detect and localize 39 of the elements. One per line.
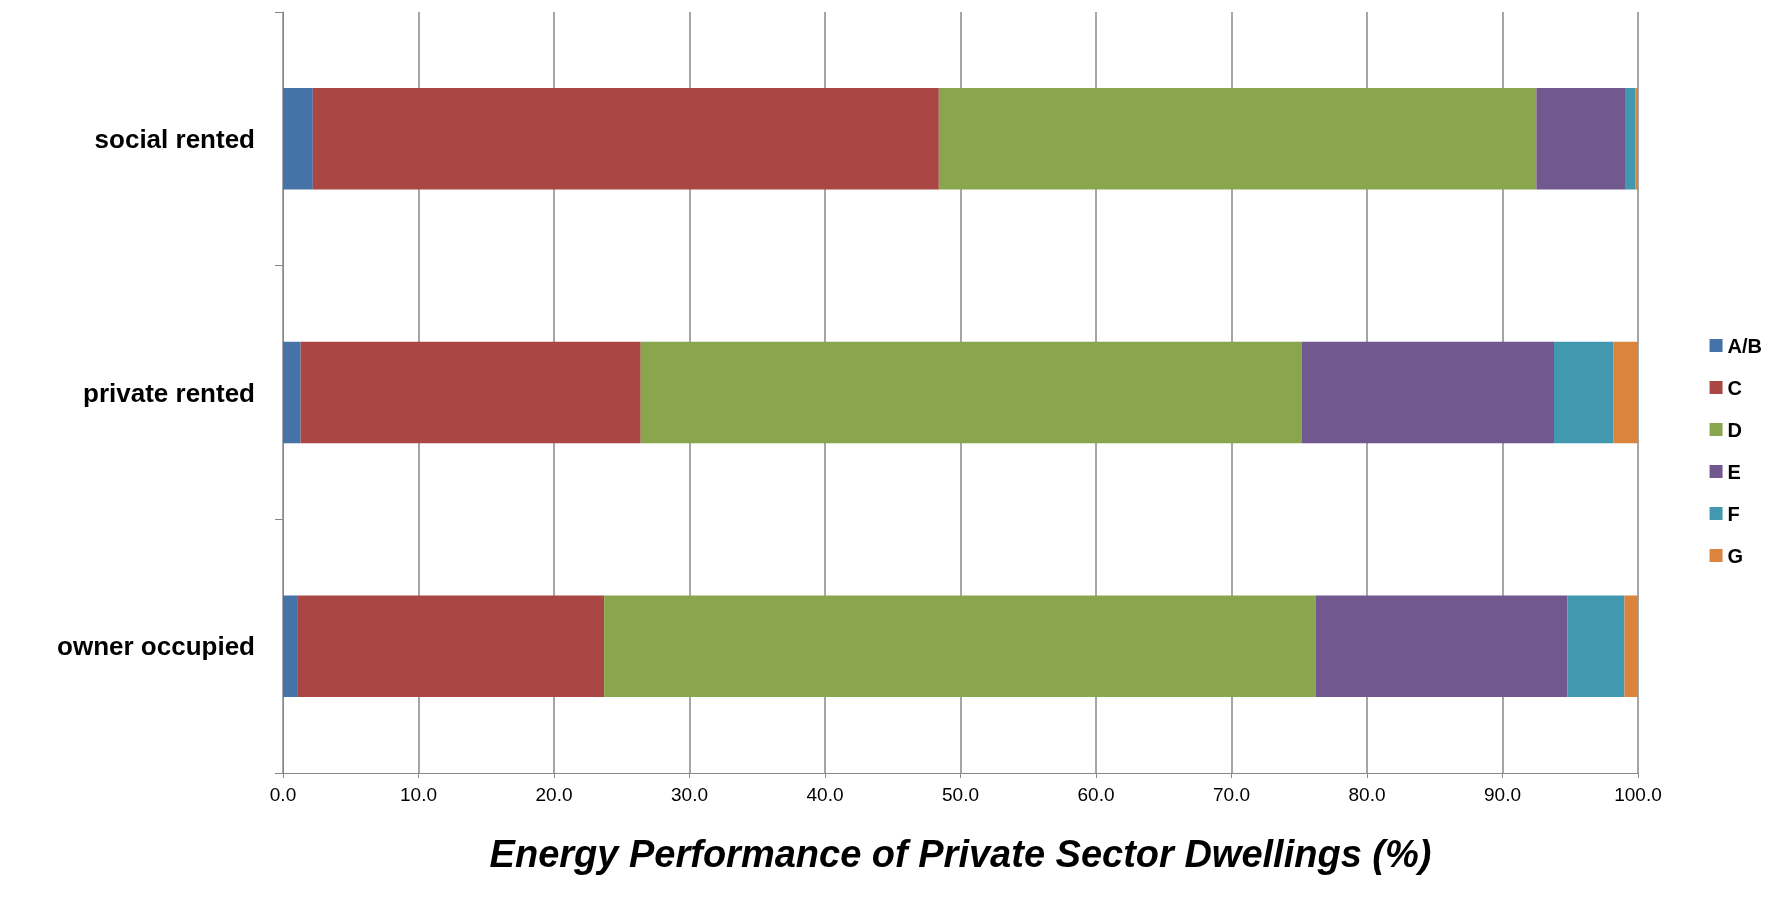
x-axis-title: Energy Performance of Private Sector Dwellings (%)	[489, 833, 1432, 875]
x-tick-label: 60.0	[1077, 784, 1115, 805]
bar	[1635, 88, 1638, 190]
bar	[300, 341, 641, 444]
bar	[938, 88, 1537, 190]
legend-label: E	[1727, 460, 1741, 483]
x-tick-label: 0.0	[269, 784, 297, 805]
bar	[604, 595, 1316, 697]
x-tick-label: 50.0	[942, 784, 979, 805]
legend-label: F	[1727, 502, 1740, 525]
bar	[1315, 595, 1568, 697]
x-tick-label: 70.0	[1213, 784, 1250, 805]
bar	[283, 595, 298, 697]
x-tick-label: 10.0	[400, 784, 437, 805]
bar	[283, 341, 301, 444]
bar	[1301, 341, 1554, 444]
bar	[312, 88, 939, 190]
x-tick-label: 100.0	[1614, 784, 1662, 805]
x-tick-label: 30.0	[671, 784, 708, 805]
legend-label: A/B	[1727, 334, 1763, 357]
x-tick-label: 20.0	[535, 784, 573, 805]
bar	[1536, 88, 1626, 190]
bar	[1567, 595, 1625, 697]
y-tick-label: social rented	[94, 123, 255, 154]
legend-label: C	[1727, 376, 1743, 399]
bar	[640, 341, 1302, 444]
y-tick-label: private rented	[83, 377, 255, 408]
bar	[1613, 341, 1638, 444]
bar	[1553, 341, 1614, 444]
bar	[297, 595, 605, 697]
bar	[283, 88, 313, 190]
bar	[1624, 595, 1638, 697]
x-tick-label: 80.0	[1348, 784, 1386, 805]
bar	[1625, 88, 1636, 190]
x-tick-label: 40.0	[806, 784, 844, 805]
legend-label: G	[1727, 544, 1744, 567]
x-tick-label: 90.0	[1484, 784, 1521, 805]
y-tick-label: owner occupied	[57, 631, 255, 662]
legend-label: D	[1727, 418, 1743, 441]
